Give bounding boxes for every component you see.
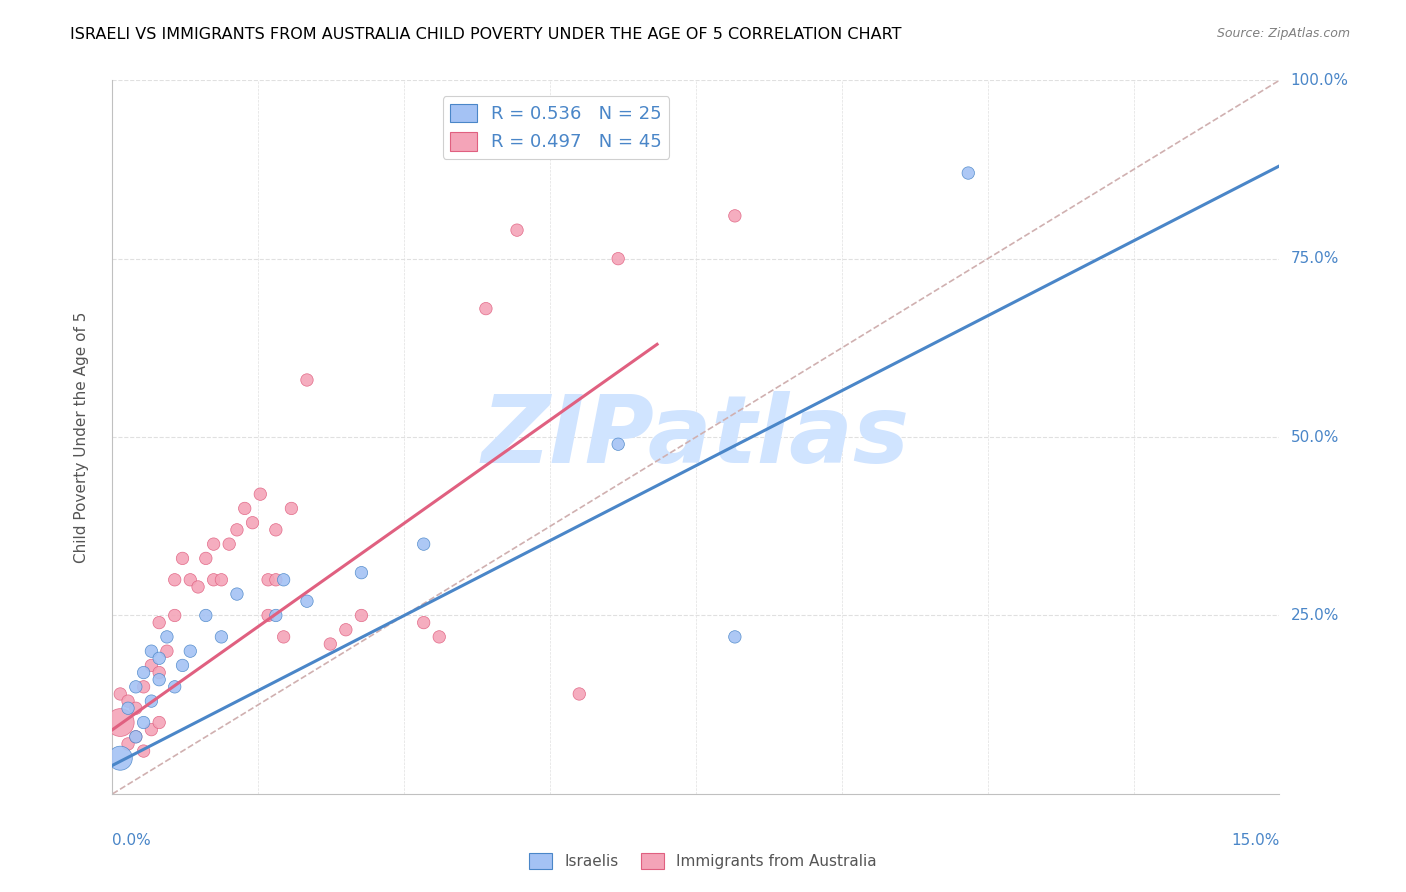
Point (132, 715, 155, 730)
Point (202, 537, 225, 551)
Point (156, 644, 179, 658)
Point (957, 166, 980, 180)
Point (226, 523, 249, 537)
Point (724, 209, 747, 223)
Point (607, 437, 630, 451)
Point (568, 687, 591, 701)
Point (724, 630, 747, 644)
Point (412, 615, 434, 630)
Point (607, 252, 630, 266)
Point (117, 701, 139, 715)
Point (148, 651, 170, 665)
Point (125, 701, 148, 715)
Point (163, 608, 186, 623)
Point (475, 301, 498, 316)
Point (242, 516, 264, 530)
Point (194, 608, 217, 623)
Text: Source: ZipAtlas.com: Source: ZipAtlas.com (1216, 27, 1350, 40)
Text: ISRAELI VS IMMIGRANTS FROM AUSTRALIA CHILD POVERTY UNDER THE AGE OF 5 CORRELATIO: ISRAELI VS IMMIGRANTS FROM AUSTRALIA CHI… (70, 27, 901, 42)
Point (295, 373, 318, 387)
Point (295, 594, 318, 608)
Y-axis label: Child Poverty Under the Age of 5: Child Poverty Under the Age of 5 (75, 311, 89, 563)
Point (172, 551, 194, 566)
Point (187, 580, 209, 594)
Text: ZIPatlas: ZIPatlas (482, 391, 910, 483)
Point (110, 751, 132, 765)
Point (209, 630, 232, 644)
Point (273, 573, 295, 587)
Point (249, 487, 271, 501)
Point (233, 501, 256, 516)
Point (257, 573, 280, 587)
Point (163, 680, 186, 694)
Point (163, 573, 186, 587)
Point (132, 744, 155, 758)
Point (117, 694, 139, 708)
Point (117, 737, 139, 751)
Text: 25.0%: 25.0% (1291, 608, 1339, 623)
Legend: Israelis, Immigrants from Australia: Israelis, Immigrants from Australia (523, 847, 883, 875)
Point (280, 501, 302, 516)
Point (132, 665, 155, 680)
Point (264, 523, 287, 537)
Point (350, 566, 373, 580)
Text: 15.0%: 15.0% (1232, 833, 1279, 847)
Point (148, 665, 170, 680)
Point (110, 715, 132, 730)
Point (319, 637, 342, 651)
Point (172, 658, 194, 673)
Point (350, 608, 373, 623)
Text: 100.0%: 100.0% (1291, 73, 1348, 87)
Point (335, 623, 357, 637)
Point (202, 573, 225, 587)
Point (141, 658, 163, 673)
Point (226, 587, 249, 601)
Text: 0.0%: 0.0% (112, 833, 152, 847)
Point (125, 730, 148, 744)
Text: 50.0%: 50.0% (1291, 430, 1339, 444)
Point (264, 573, 287, 587)
Point (179, 573, 201, 587)
Point (141, 723, 163, 737)
Point (412, 537, 434, 551)
Point (110, 687, 132, 701)
Text: 75.0%: 75.0% (1291, 252, 1339, 266)
Point (209, 573, 232, 587)
Point (179, 644, 201, 658)
Legend: R = 0.536   N = 25, R = 0.497   N = 45: R = 0.536 N = 25, R = 0.497 N = 45 (443, 96, 669, 159)
Point (132, 680, 155, 694)
Point (141, 694, 163, 708)
Point (125, 730, 148, 744)
Point (125, 680, 148, 694)
Point (506, 223, 529, 237)
Point (156, 630, 179, 644)
Point (427, 630, 450, 644)
Point (218, 537, 240, 551)
Point (141, 644, 163, 658)
Point (148, 673, 170, 687)
Point (273, 630, 295, 644)
Point (264, 608, 287, 623)
Point (148, 715, 170, 730)
Point (257, 608, 280, 623)
Point (194, 551, 217, 566)
Point (148, 615, 170, 630)
